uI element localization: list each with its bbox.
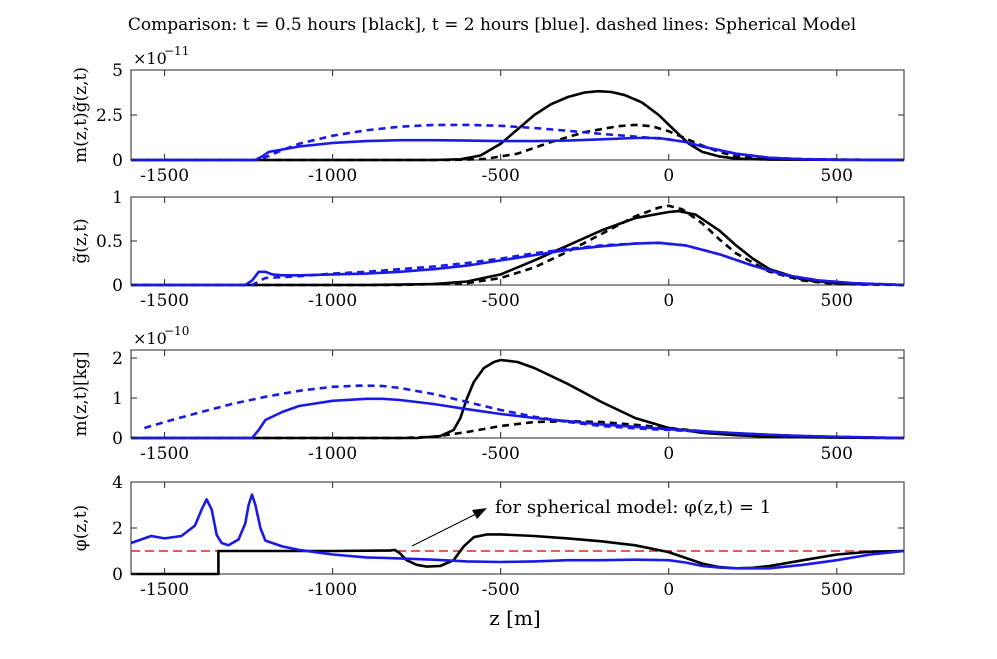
- x-tick-label: -500: [482, 580, 520, 600]
- annotation-arrowhead: [472, 508, 487, 519]
- panel-2: -1500 -1000 -500 0 500 0 0.5 1 g̃(z,t): [71, 188, 905, 311]
- x-tick-label: -1000: [308, 291, 357, 311]
- y-axis-label: m(z,t)[kg]: [71, 351, 91, 436]
- series-line-black-solid: [131, 533, 904, 576]
- y-axis-label: m(z,t)g̃(z,t): [71, 67, 91, 163]
- series-line-black-dashed: [131, 204, 904, 287]
- annotation-group: for spherical model: φ(z,t) = 1: [411, 497, 771, 547]
- y-exponent-label: ×10: [133, 49, 167, 68]
- series-line-blue-dashed: [144, 384, 904, 440]
- x-axis-label: z [m]: [489, 606, 540, 630]
- figure-title: Comparison: t = 0.5 hours [black], t = 2…: [128, 15, 856, 35]
- y-tick-label: 5: [112, 61, 123, 81]
- y-tick-label: 4: [112, 473, 123, 493]
- x-tick-label: 500: [821, 444, 853, 464]
- x-tick-label: -1500: [140, 291, 189, 311]
- panel-3: -1500 -1000 -500 0 500 0 1 2 m(z,t)[kg] ×10−10: [71, 324, 905, 464]
- x-tick-label: -1500: [140, 444, 189, 464]
- x-tick-label: 0: [663, 166, 674, 186]
- x-tick-label: -1500: [140, 166, 189, 186]
- y-axis-label: φ(z,t): [71, 505, 91, 551]
- x-tick-label: -500: [482, 166, 520, 186]
- y-tick-label: 0: [112, 565, 123, 585]
- axes-frame: [130, 481, 905, 575]
- x-tick-label: -1500: [140, 580, 189, 600]
- series-line-blue-solid: [131, 241, 904, 287]
- y-tick-label: 0.5: [96, 232, 123, 252]
- y-tick-label: 1: [112, 188, 123, 208]
- x-tick-label: 0: [663, 444, 674, 464]
- x-tick-label: 500: [821, 580, 853, 600]
- x-tick-label: -500: [482, 444, 520, 464]
- panel-1: -1500 -1000 -500 0 500 0 2.5 5 m(z,t)g̃(z,t) ×10−…: [71, 44, 905, 186]
- x-tick-label: 0: [663, 291, 674, 311]
- x-tick-label: -1000: [308, 166, 357, 186]
- panels: -1500 -1000 -500 0 50002.55m(z,t)g̃(z,t)×10−…: [71, 44, 905, 600]
- y-tick-label: 0: [112, 429, 123, 449]
- series-line-black-solid: [131, 89, 904, 162]
- y-exponent-power: −10: [164, 324, 189, 338]
- y-exponent-power: −11: [164, 44, 189, 58]
- axes-frame: [130, 349, 905, 439]
- y-tick-label: 0: [112, 276, 123, 296]
- series-line-blue-solid: [131, 493, 904, 570]
- y-tick-label: 2: [112, 349, 123, 369]
- x-tick-label: -1000: [308, 444, 357, 464]
- y-axis-label: g̃(z,t): [71, 218, 91, 263]
- series-line-black-solid: [131, 358, 904, 440]
- annotation-arrow: [411, 510, 483, 547]
- series-line-blue-solid: [131, 397, 904, 440]
- y-tick-label: 2.5: [96, 106, 123, 126]
- x-tick-label: -500: [482, 291, 520, 311]
- x-tick-label: -1000: [308, 580, 357, 600]
- y-tick-label: 0: [112, 151, 123, 171]
- axes-frame: [130, 69, 905, 161]
- x-tick-label: 500: [821, 166, 853, 186]
- series-line-black-dashed: [131, 123, 904, 162]
- x-tick-label: 0: [663, 580, 674, 600]
- series-line-blue-dashed: [131, 241, 904, 287]
- panel-4: -1500 -1000 -500 0 500 0 2 4 φ(z,t): [71, 473, 905, 600]
- y-tick-label: 1: [112, 389, 123, 409]
- annotation-text: for spherical model: φ(z,t) = 1: [495, 497, 771, 518]
- series-line-blue-solid: [131, 136, 904, 162]
- y-tick-label: 2: [112, 519, 123, 539]
- y-exponent-label: ×10: [133, 329, 167, 348]
- x-tick-label: 500: [821, 291, 853, 311]
